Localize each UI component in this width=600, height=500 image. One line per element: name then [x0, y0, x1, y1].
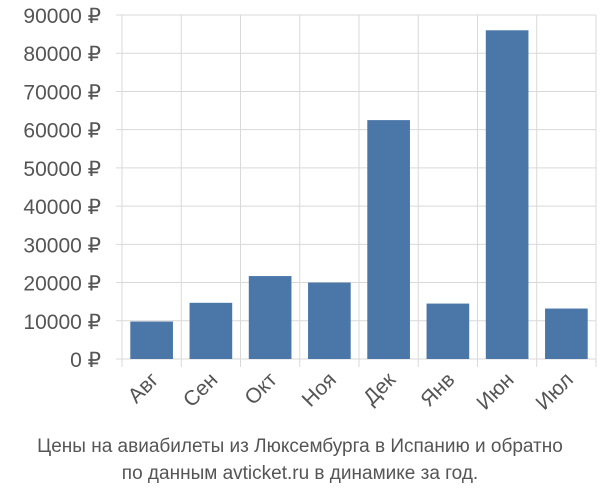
x-tick-label: Июн [472, 368, 518, 414]
y-tick-label: 80000 ₽ [23, 43, 101, 66]
y-tick-label: 20000 ₽ [23, 273, 101, 296]
y-tick-label: 40000 ₽ [23, 196, 101, 219]
y-tick-label: 30000 ₽ [23, 234, 101, 257]
y-tick-label: 50000 ₽ [23, 158, 101, 181]
x-tick-label: Июл [531, 368, 577, 414]
x-tick-label: Сен [179, 368, 222, 411]
chart-caption-line-1: Цены на авиабилеты из Люксембурга в Испа… [37, 436, 563, 457]
bar-6 [426, 303, 470, 359]
bars [130, 30, 588, 360]
y-tick-label: 10000 ₽ [23, 311, 101, 334]
y-tick-label: 60000 ₽ [23, 120, 101, 143]
x-tick-label: Авг [124, 368, 164, 408]
y-tick-label: 0 ₽ [70, 349, 101, 372]
x-axis-labels: Авг Сен Окт Ноя Дек Янв Июн Июл [124, 368, 578, 415]
x-tick-label: Ноя [298, 368, 341, 411]
chart-caption-line-2: по данным avticket.ru в динамике за год. [121, 463, 479, 484]
bar-2 [189, 302, 233, 359]
bar-3 [248, 276, 292, 359]
y-tick-label: 70000 ₽ [23, 81, 101, 104]
x-tick-label: Окт [240, 368, 282, 410]
gridlines [116, 14, 597, 367]
bar-4 [308, 282, 351, 359]
bar-7 [485, 30, 529, 360]
bar-5 [367, 120, 410, 359]
bar-8 [545, 308, 588, 359]
bar-1 [130, 321, 173, 359]
price-bar-chart: 0 ₽ 10000 ₽ 20000 ₽ 30000 ₽ 40000 ₽ 50000 ₽ 60… [23, 5, 597, 415]
y-tick-label: 90000 ₽ [23, 5, 101, 28]
x-tick-label: Дек [359, 368, 401, 410]
y-axis-labels: 0 ₽ 10000 ₽ 20000 ₽ 30000 ₽ 40000 ₽ 50000 ₽ 60… [23, 5, 101, 372]
x-tick-label: Янв [416, 368, 459, 411]
